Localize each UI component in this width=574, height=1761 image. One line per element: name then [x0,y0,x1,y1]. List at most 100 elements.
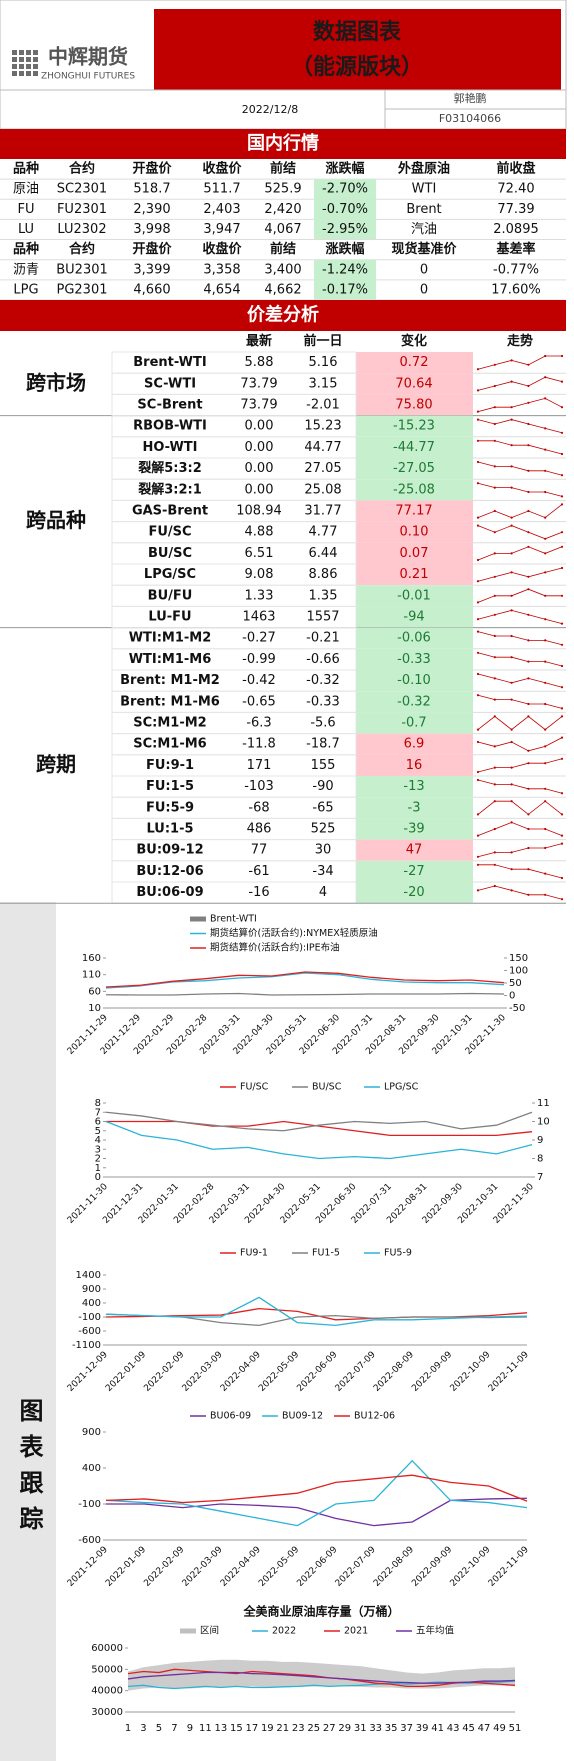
previous: 525 [311,822,336,837]
sparkline-point [544,827,547,831]
sparkline [477,800,563,815]
change-cell [314,259,376,280]
legend-label: BU06-09 [210,1411,251,1422]
table-cell: 3,358 [203,262,240,277]
column-header: 走势 [507,333,533,349]
sparkline-point [493,656,496,659]
x-tick-label: 19 [261,1723,274,1734]
y-tick-label: 900 [82,1427,101,1438]
change-cell [356,585,473,607]
y-tick-label: -100 [78,1312,101,1323]
sparkline-point [527,509,530,513]
sparkline-point [544,639,547,642]
x-tick-label: 35 [385,1723,398,1734]
sparkline [477,737,563,752]
table-cell: 518.7 [133,182,170,197]
line-series [105,1459,528,1527]
sparkline-point [527,444,530,447]
previous: 25.08 [304,482,341,497]
change-cell [356,606,473,628]
sparkline [477,525,563,540]
column-header: 前一日 [303,333,342,349]
legend-label: 区间 [200,1625,219,1637]
change: -20 [403,885,424,900]
sparkline [477,482,563,497]
sparkline-point [476,728,480,731]
sparkline-point [493,363,496,366]
row-name: FU:5-9 [146,800,194,815]
row-name: BU/SC [148,546,192,561]
latest: -6.3 [246,716,271,731]
table-cell: 17.60% [491,282,541,297]
latest: -68 [248,800,269,815]
x-tick-label: 25 [307,1723,320,1734]
table-cell: 525.9 [264,182,301,197]
sparkline-point [510,486,513,489]
change: -0.33 [397,652,431,667]
table-cell: 3,400 [264,262,301,277]
sparkline-point [544,702,547,706]
sparkline-point [544,787,547,790]
change-cell [356,776,473,798]
change: -25.08 [393,482,435,497]
latest: -0.99 [242,652,276,667]
sparkline-point [493,552,496,555]
sparkline-point [510,681,513,684]
tracking-label: 图表跟踪 [15,1398,43,1542]
row-name: BU:06-09 [136,885,203,900]
sparkline-point [476,580,480,583]
sparkline-point [476,482,480,485]
sparkline-point [510,524,513,527]
row-name: HO-WTI [142,440,197,455]
y-tick-label: 4 [95,1135,101,1146]
latest: 486 [247,822,272,837]
x-tick-label: 15 [230,1723,243,1734]
sparkline-point [560,876,564,880]
row-name: SC-Brent [137,398,202,413]
sparkline-point [544,427,547,430]
sparkline-point [493,783,496,786]
row-name: FU:9-1 [146,758,194,773]
sparkline [477,631,563,646]
x-tick-label: 39 [416,1723,429,1734]
y-tick-label: -100 [78,1499,101,1510]
sparkline-point [476,834,480,837]
sparkline-point [510,851,513,854]
sparkline-point [493,509,496,513]
y-tick-label: 3 [95,1144,101,1155]
table-cell: WTI [412,182,437,197]
sparkline [477,376,563,391]
sparkline-point [476,778,480,782]
row-name: Brent-WTI [133,355,206,370]
sparkline-point [476,439,480,442]
change: -3 [408,800,421,815]
sparkline [477,843,563,858]
sparkline-point [544,745,547,748]
change-cell [356,500,473,522]
sparkline-point [544,762,547,765]
sparkline-point [560,643,564,646]
sparkline-point [510,444,513,447]
sparkline-point [544,354,547,358]
change-cell [356,818,473,840]
group-label: 跨品种 [26,508,86,532]
table-cell: BU2301 [56,262,108,277]
column-header: 前结 [270,241,296,257]
y-tick-label: 400 [82,1463,101,1474]
legend-label: FU5-9 [384,1248,412,1259]
change: -0.32 [397,694,431,709]
x-tick-label: 21 [276,1723,289,1734]
table-cell: 4,067 [264,222,301,237]
y-tick-label: 50000 [91,1664,123,1675]
sparkline [477,885,563,900]
table-cell: 4,662 [264,282,301,297]
table-cell: 77.39 [497,202,534,217]
sparkline-point [493,486,496,489]
sparkline-point [510,783,513,786]
previous: 6.44 [309,546,338,561]
sparkline-point [527,827,530,831]
sparkline-point [544,376,547,379]
change-cell [356,670,473,692]
legend-label: FU1-5 [312,1248,340,1259]
